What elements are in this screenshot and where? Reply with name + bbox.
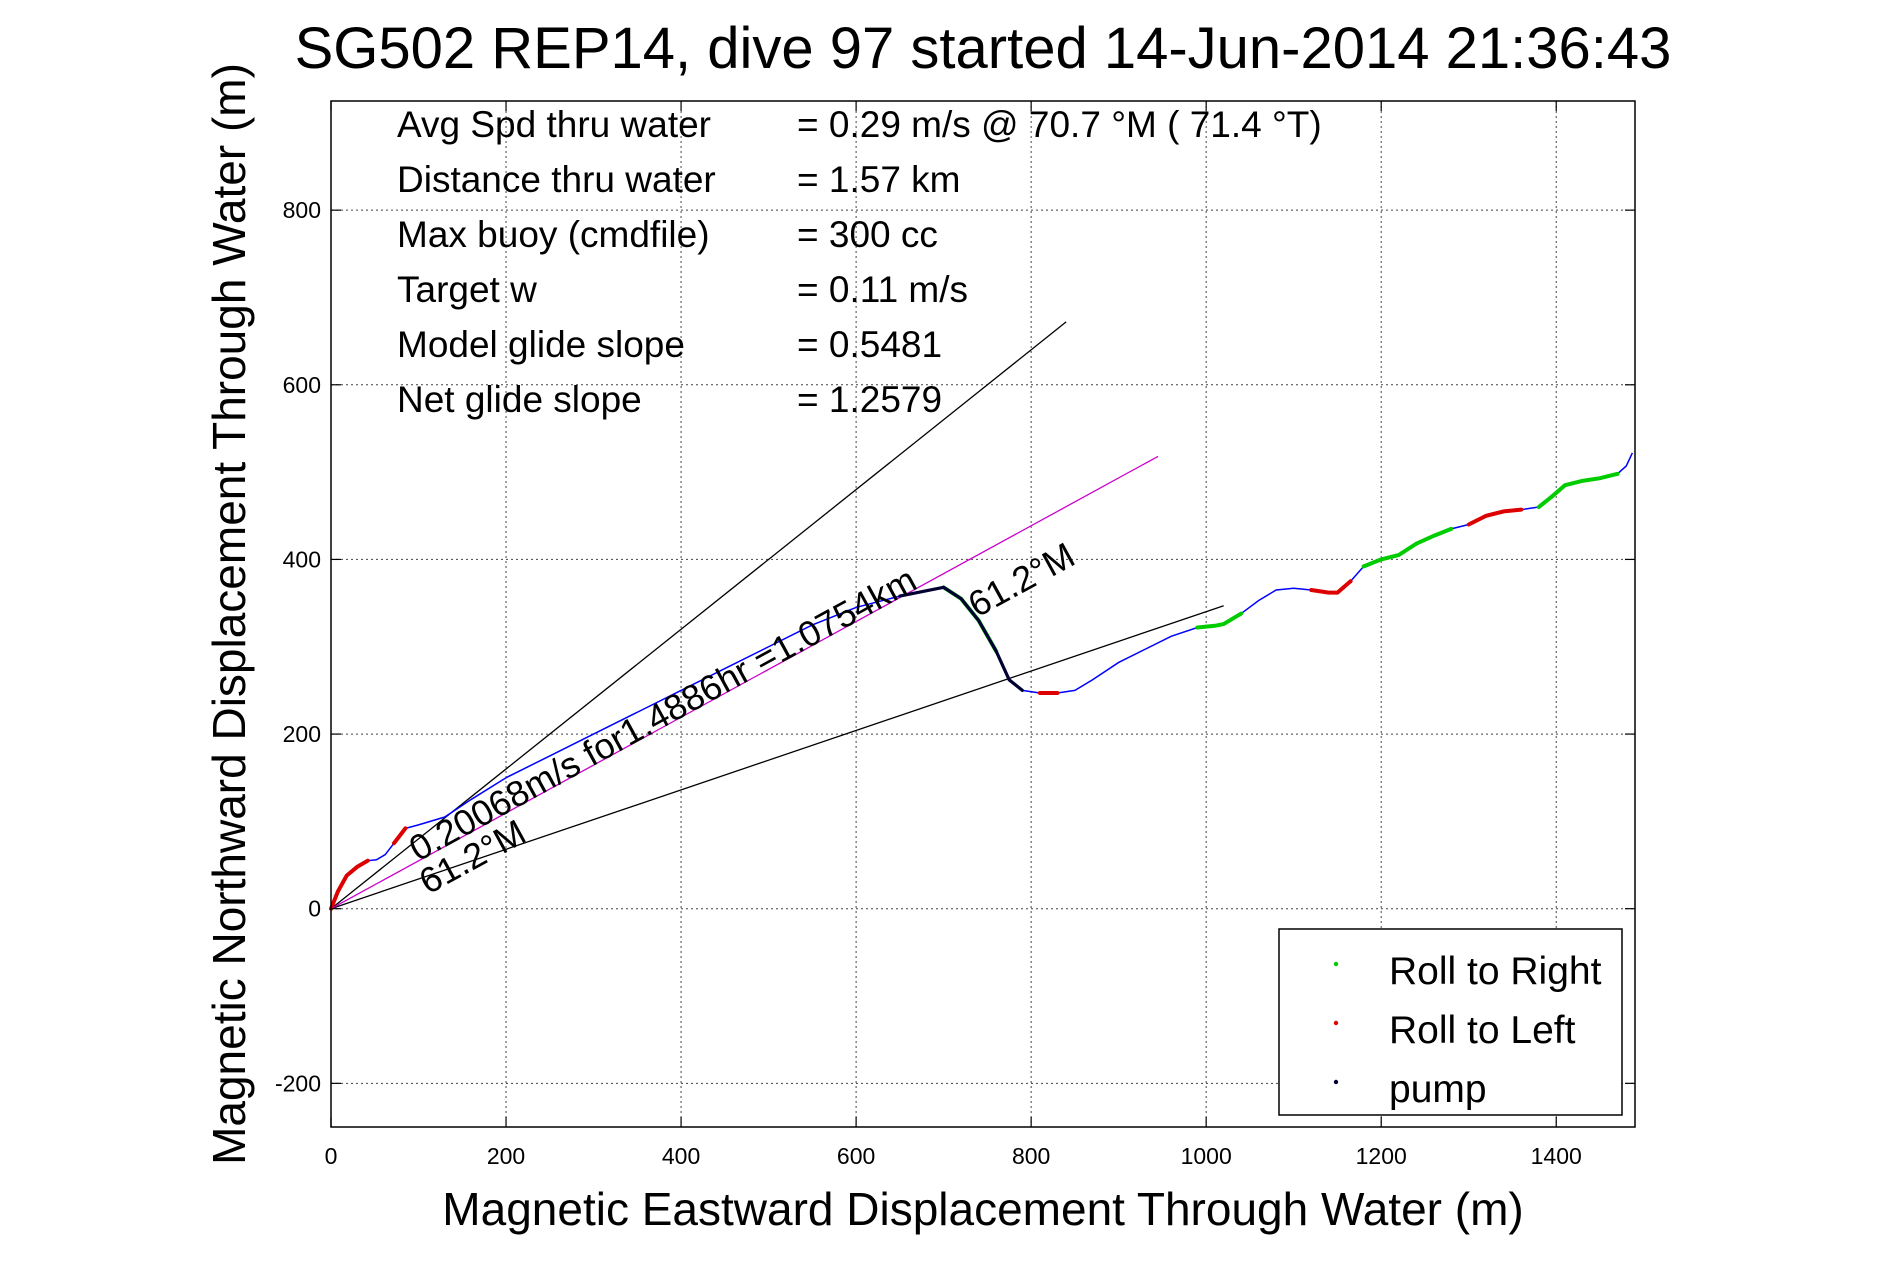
- stat-value-max-buoy: = 300 cc: [797, 214, 938, 255]
- reference-line-2: [330, 605, 1224, 910]
- x-tick-label: 800: [1012, 1143, 1050, 1169]
- stat-value-target-w: = 0.11 m/s: [797, 269, 968, 310]
- x-tick-label: 1200: [1356, 1143, 1407, 1169]
- roll-right-segment: [1536, 471, 1620, 510]
- x-tick-label: 400: [662, 1143, 700, 1169]
- legend-marker-pump: [1333, 1079, 1339, 1085]
- stat-value-avg-speed: = 0.29 m/s @ 70.7 °M ( 71.4 °T): [797, 104, 1322, 145]
- roll-left-segment: [1309, 579, 1353, 595]
- roll-left-segment: [329, 858, 370, 911]
- x-tick-label: 600: [837, 1143, 875, 1169]
- legend-label-pump: pump: [1389, 1068, 1487, 1111]
- stat-value-distance: = 1.57 km: [797, 159, 961, 200]
- current-annotation: 0.20068m/s for1.4886hr =1.0754km: [402, 559, 923, 869]
- y-tick-label: 200: [283, 721, 321, 747]
- legend-label-roll-right: Roll to Right: [1389, 950, 1602, 993]
- stat-label-avg-speed: Avg Spd thru water: [397, 104, 711, 145]
- legend-marker-roll-right: [1333, 961, 1339, 967]
- chart-title: SG502 REP14, dive 97 started 14-Jun-2014…: [295, 16, 1672, 81]
- axis-ticks: 0 200 400 600 800 1000 1200 1400 -200 0 200 400 600 8…: [275, 101, 1635, 1169]
- roll-right-segment: [1361, 526, 1454, 569]
- legend-label-roll-left: Roll to Left: [1389, 1009, 1576, 1052]
- glider-track: [329, 452, 1634, 911]
- pump-segment: [898, 585, 1024, 693]
- stat-label-target-w: Target w: [397, 269, 537, 310]
- stat-label-model-glide: Model glide slope: [397, 324, 685, 365]
- legend-marker-roll-left: [1333, 1020, 1339, 1026]
- y-tick-label: 400: [283, 546, 321, 572]
- dive-statistics: Avg Spd thru water = 0.29 m/s @ 70.7 °M …: [397, 104, 1322, 420]
- stat-label-distance: Distance thru water: [397, 159, 716, 200]
- stat-value-model-glide: = 0.5481: [797, 324, 942, 365]
- y-tick-label: 0: [308, 896, 321, 922]
- stat-label-max-buoy: Max buoy (cmdfile): [397, 214, 710, 255]
- stat-label-net-glide: Net glide slope: [397, 379, 642, 420]
- legend: Roll to Right Roll to Left pump: [1278, 928, 1623, 1116]
- stat-value-net-glide: = 1.2579: [797, 379, 942, 420]
- y-tick-label: -200: [275, 1070, 321, 1096]
- y-tick-label: 600: [283, 372, 321, 398]
- roll-left-segment: [1466, 507, 1524, 527]
- reference-line-3: [330, 455, 1159, 910]
- heading-annotation-upper: 61.2°M: [961, 534, 1081, 625]
- x-tick-label: 0: [325, 1143, 338, 1169]
- roll-left-segment: [392, 826, 408, 846]
- y-tick-label: 800: [283, 197, 321, 223]
- roll-right-segment: [1195, 611, 1244, 630]
- x-tick-label: 200: [487, 1143, 525, 1169]
- x-axis-label: Magnetic Eastward Displacement Through W…: [442, 1183, 1523, 1235]
- plot-frame: [330, 100, 1636, 1128]
- y-axis-label: Magnetic Northward Displacement Through …: [203, 63, 255, 1165]
- x-tick-label: 1000: [1181, 1143, 1232, 1169]
- x-tick-label: 1400: [1531, 1143, 1582, 1169]
